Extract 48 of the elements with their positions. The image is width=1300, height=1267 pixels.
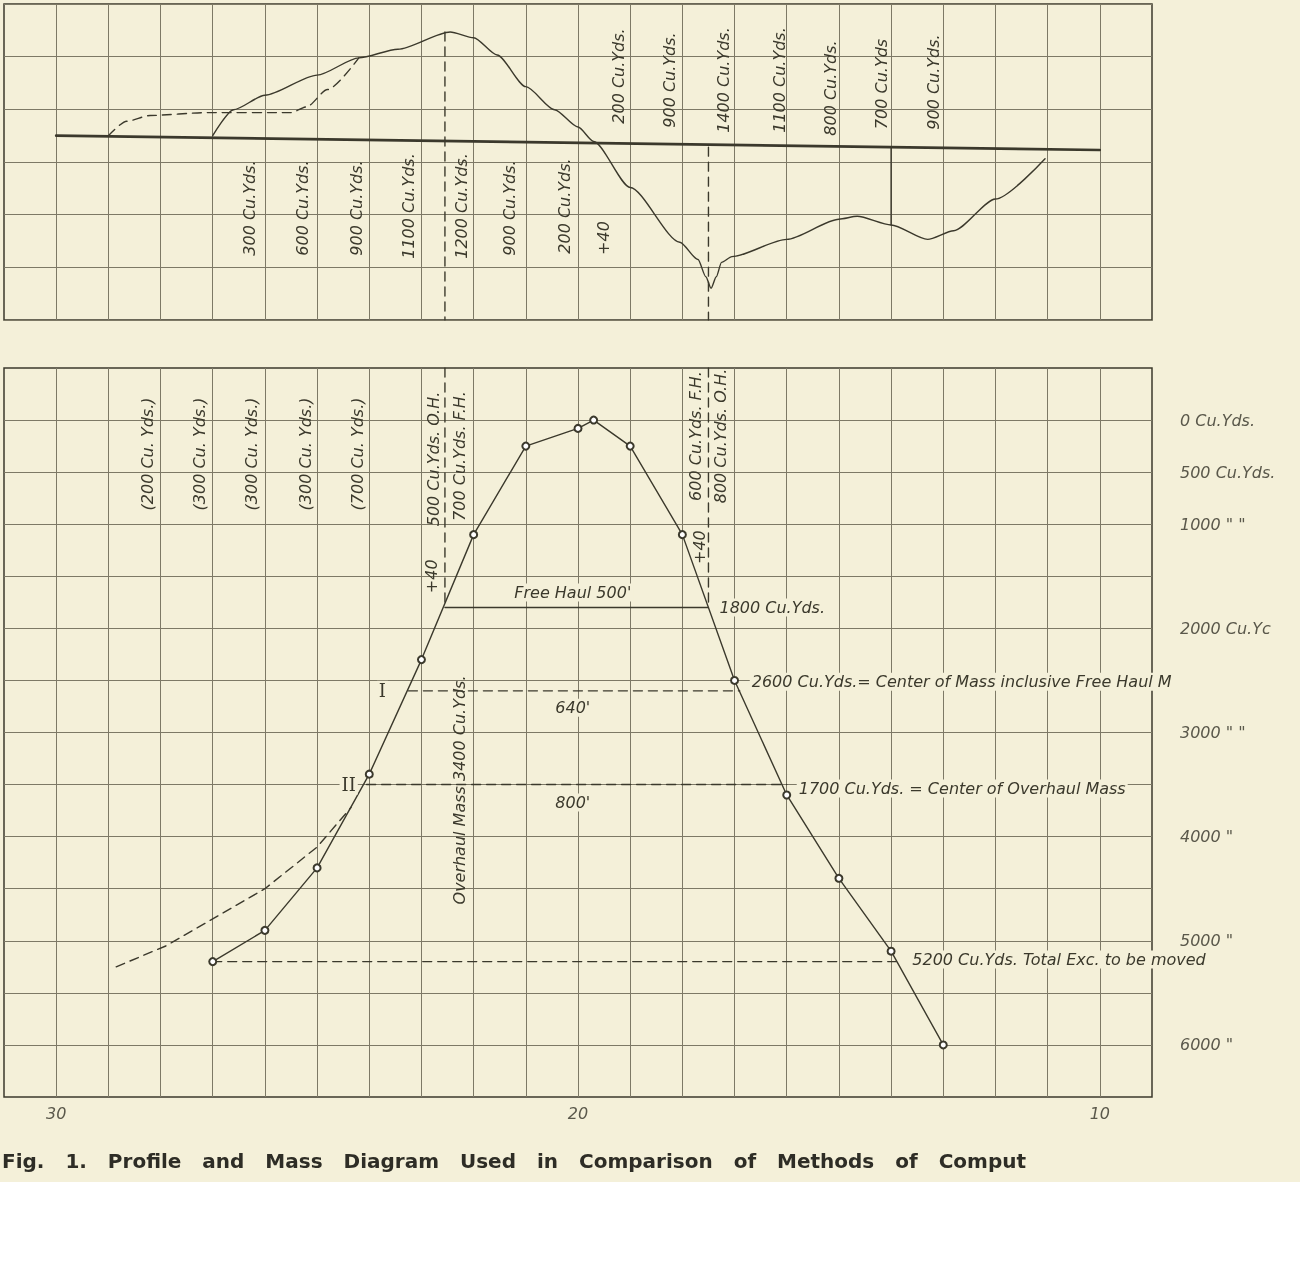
annotation: 800 Cu.Yds. O.H.	[710, 368, 730, 504]
annotation: 2600 Cu.Yds.= Center of Mass inclusive Free Haul M	[751, 672, 1172, 692]
annotation: +40	[422, 559, 442, 594]
annotation: 200 Cu.Yds.	[554, 158, 574, 254]
annotation: 5200 Cu.Yds. Total Exc. to be moved	[912, 950, 1207, 970]
annotation: (700 Cu. Yds.)	[347, 397, 367, 511]
x-tick-label: 20	[567, 1103, 589, 1123]
annotation: 500 Cu.Yds. O.H.	[423, 391, 443, 527]
y-tick-label: 6000 "	[1180, 1035, 1234, 1055]
y-tick-label: 5000 "	[1180, 931, 1234, 951]
annotation: 300 Cu.Yds.	[239, 160, 259, 256]
annotation: (300 Cu. Yds.)	[241, 397, 261, 511]
annotation: 1100 Cu.Yds.	[769, 27, 789, 133]
annotation: (300 Cu. Yds.)	[189, 397, 209, 511]
annotation: +40	[689, 530, 709, 565]
annotation: Free Haul 500'	[514, 583, 632, 603]
annotation: 900 Cu.Yds.	[499, 160, 519, 256]
annotation: +40	[593, 221, 613, 255]
x-tick-label: 30	[46, 1103, 67, 1123]
annotation: II	[341, 774, 356, 796]
y-tick-label: 500 Cu.Yds.	[1180, 462, 1276, 482]
annotation: 800'	[555, 793, 591, 813]
annotation: 640'	[555, 698, 591, 718]
y-tick-label: 4000 "	[1180, 827, 1234, 847]
y-tick-label: 1000 " "	[1180, 514, 1246, 534]
y-tick-label: 2000 Cu.Yc	[1180, 618, 1271, 638]
annotation: 1400 Cu.Yds.	[713, 27, 733, 133]
annotation: 1100 Cu.Yds.	[398, 153, 418, 259]
annotation: 900 Cu.Yds.	[659, 32, 679, 128]
annotation: I	[378, 680, 386, 702]
annotation: 800 Cu.Yds.	[820, 40, 840, 136]
annotation: 600 Cu.Yds. F.H.	[685, 371, 705, 501]
annotation: Overhaul Mass 3400 Cu.Yds.	[449, 675, 469, 905]
annotation: 700 Cu.Yds	[871, 38, 891, 130]
annotation: 200 Cu.Yds.	[608, 28, 628, 124]
annotation: 700 Cu.Yds. F.H.	[449, 391, 469, 521]
annotation: 900 Cu.Yds.	[346, 160, 366, 256]
annotation: 1200 Cu.Yds.	[451, 153, 471, 259]
y-tick-label: 3000 " "	[1180, 723, 1246, 742]
text: Fig. 1. Profile and Mass Diagram Used in Comparison of Methods of Comput	[2, 1149, 1027, 1173]
annotation: 1800 Cu.Yds.	[719, 598, 826, 618]
annotation: 600 Cu.Yds.	[292, 160, 312, 256]
annotation: 900 Cu.Yds.	[923, 34, 943, 130]
annotation: (300 Cu. Yds.)	[295, 397, 315, 511]
x-tick-label: 10	[1089, 1103, 1110, 1123]
annotation: 1700 Cu.Yds. = Center of Overhaul Mass	[798, 779, 1126, 799]
annotation: (200 Cu. Yds.)	[137, 397, 157, 511]
y-tick-label: 0 Cu.Yds.	[1180, 410, 1256, 430]
